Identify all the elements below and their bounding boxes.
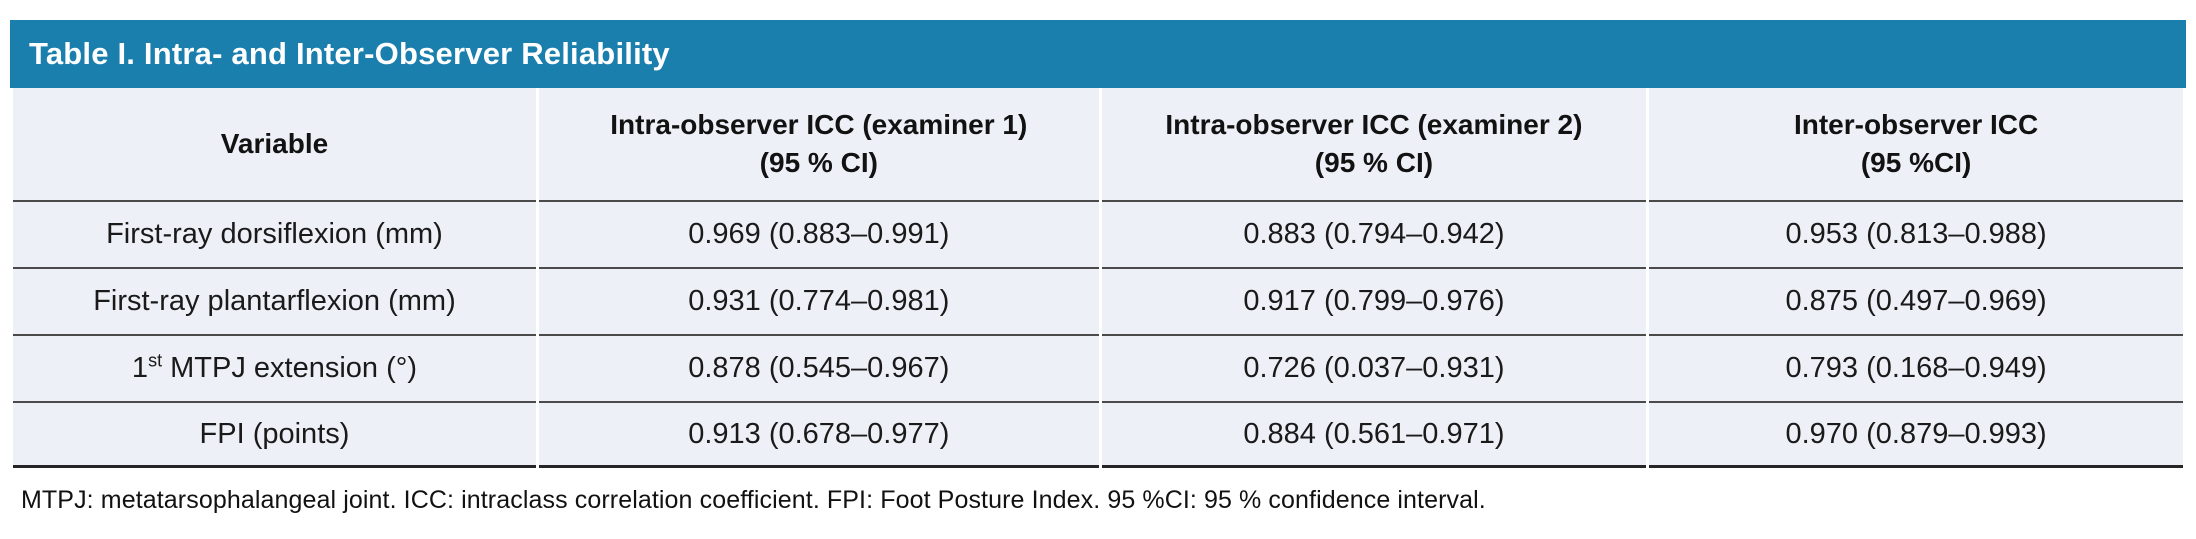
variable-text-superscript: st	[148, 350, 163, 371]
variable-text-post: MTPJ extension (°)	[162, 352, 418, 384]
table-row: FPI (points) 0.913 (0.678–0.977) 0.884 (…	[13, 401, 2183, 468]
value-cell: 0.875 (0.497–0.969)	[1649, 267, 2183, 334]
value-cell: 0.969 (0.883–0.991)	[538, 200, 1099, 267]
header-line-2: (95 %CI)	[1860, 147, 1972, 178]
header-line-1: Intra-observer ICC (examiner 1)	[610, 109, 1028, 141]
variable-cell: First-ray dorsiflexion (mm)	[13, 200, 536, 267]
table-row: 1st MTPJ extension (°) 0.878 (0.545–0.96…	[13, 334, 2183, 401]
table-row: First-ray plantarflexion (mm) 0.931 (0.7…	[13, 267, 2183, 334]
variable-cell: 1st MTPJ extension (°)	[13, 334, 536, 401]
value-cell: 0.793 (0.168–0.949)	[1649, 334, 2183, 401]
value-cell: 0.931 (0.774–0.981)	[538, 267, 1099, 334]
column-header-inter-observer: Inter-observer ICC (95 %CI)	[1649, 88, 2183, 200]
header-line-1: Variable	[220, 128, 329, 160]
table-row: First-ray dorsiflexion (mm) 0.969 (0.883…	[13, 200, 2183, 267]
value-cell: 0.913 (0.678–0.977)	[538, 401, 1099, 468]
header-line-1: Intra-observer ICC (examiner 2)	[1165, 109, 1583, 141]
value-cell: 0.878 (0.545–0.967)	[538, 334, 1099, 401]
header-row: Variable Intra-observer ICC (examiner 1)…	[13, 88, 2183, 200]
header-line-2: (95 % CI)	[759, 147, 878, 178]
value-cell: 0.953 (0.813–0.988)	[1649, 200, 2183, 267]
variable-text-pre: 1	[131, 352, 149, 384]
table-title: Table I. Intra- and Inter-Observer Relia…	[29, 36, 670, 71]
table-title-bar: Table I. Intra- and Inter-Observer Relia…	[10, 20, 2186, 88]
column-header-intra-examiner-2: Intra-observer ICC (examiner 2) (95 % CI…	[1101, 88, 1647, 200]
column-header-variable: Variable	[13, 88, 536, 200]
variable-cell: FPI (points)	[13, 401, 536, 468]
header-line-1: Inter-observer ICC	[1793, 109, 2039, 141]
value-cell: 0.883 (0.794–0.942)	[1101, 200, 1647, 267]
column-header-intra-examiner-1: Intra-observer ICC (examiner 1) (95 % CI…	[538, 88, 1099, 200]
header-line-2: (95 % CI)	[1314, 147, 1434, 178]
value-cell: 0.726 (0.037–0.931)	[1101, 334, 1647, 401]
value-cell: 0.884 (0.561–0.971)	[1101, 401, 1647, 468]
reliability-table: Variable Intra-observer ICC (examiner 1)…	[10, 88, 2186, 468]
value-cell: 0.917 (0.799–0.976)	[1101, 267, 1647, 334]
table-body: First-ray dorsiflexion (mm) 0.969 (0.883…	[13, 200, 2183, 468]
variable-cell: First-ray plantarflexion (mm)	[13, 267, 536, 334]
value-cell: 0.970 (0.879–0.993)	[1649, 401, 2183, 468]
table-header: Variable Intra-observer ICC (examiner 1)…	[13, 88, 2183, 200]
table-footnote: MTPJ: metatarsophalangeal joint. ICC: in…	[21, 486, 1486, 514]
